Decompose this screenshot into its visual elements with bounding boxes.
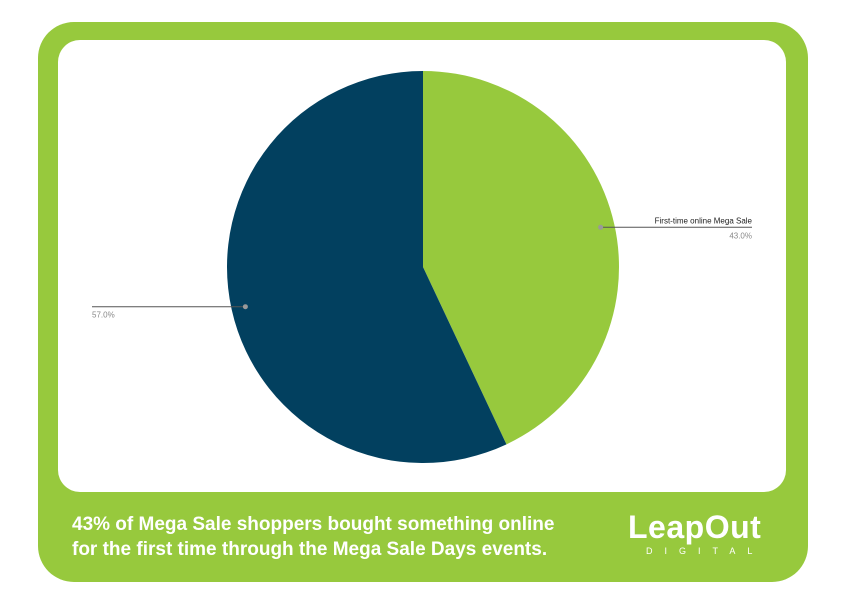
slice-percent-0: 43.0% [729, 231, 752, 240]
leapout-logo: LeapOut DIGITAL [628, 510, 788, 566]
caption: 43% of Mega Sale shoppers bought somethi… [72, 512, 632, 562]
pie-slice-0 [423, 71, 619, 445]
pie-slice-1 [226, 71, 507, 463]
leader-dot-0 [598, 224, 604, 230]
logo-subtitle: DIGITAL [646, 546, 765, 556]
caption-line-1: 43% of Mega Sale shoppers bought somethi… [72, 514, 555, 535]
leader-dot-1 [242, 304, 248, 310]
slice-label-0: First-time online Mega Sale [655, 216, 753, 225]
slice-percent-1: 57.0% [92, 311, 115, 320]
logo-wordmark: LeapOut [628, 509, 762, 545]
caption-line-2: for the first time through the Mega Sale… [72, 539, 548, 560]
